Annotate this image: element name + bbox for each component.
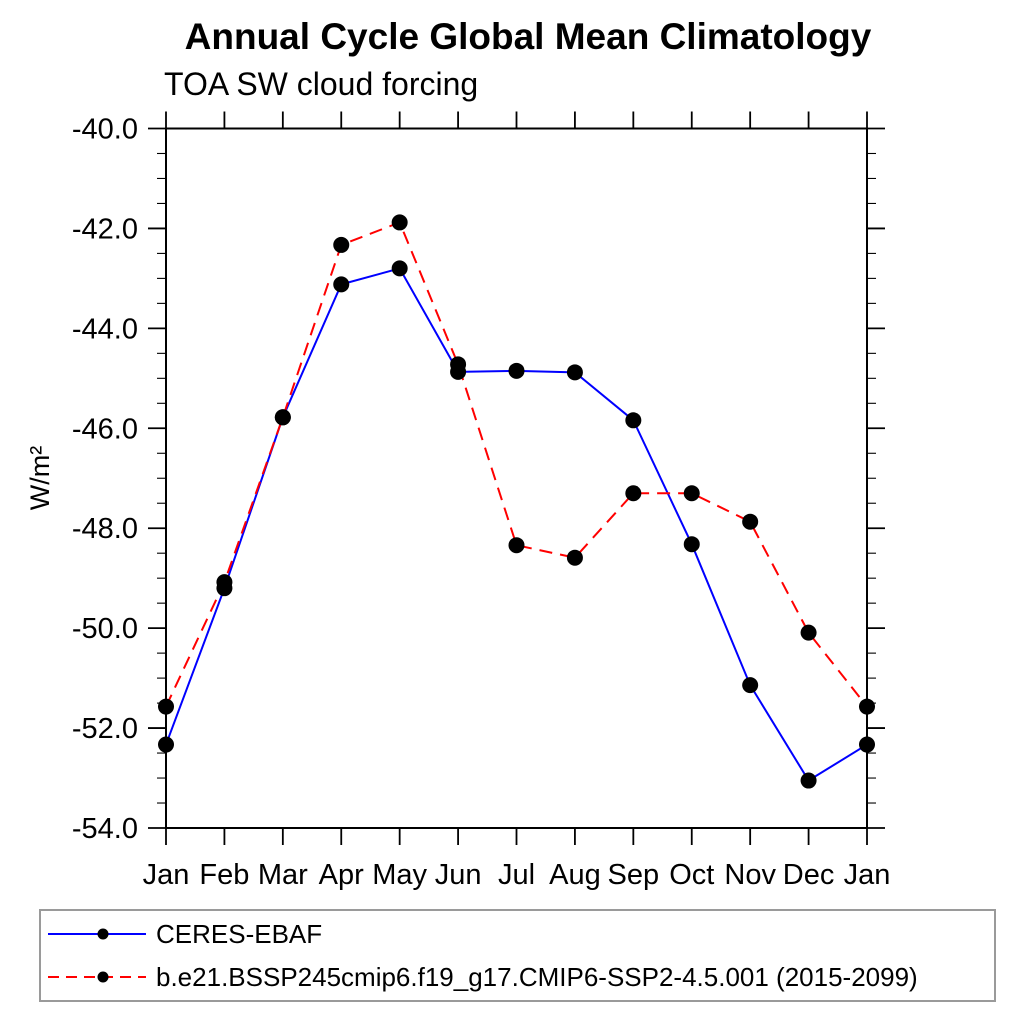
y-tick-label: -46.0	[72, 413, 138, 445]
x-tick-label: Dec	[783, 859, 835, 891]
x-tick-label: Sep	[608, 859, 660, 891]
legend-line-sample-model	[48, 971, 146, 983]
legend-item-obs: CERES-EBAF	[47, 918, 323, 949]
data-point-model	[333, 236, 350, 253]
data-point-model	[683, 485, 700, 502]
x-tick-label: Jun	[435, 859, 482, 891]
legend-sample-marker-dot	[97, 928, 109, 940]
data-point-model	[859, 698, 875, 715]
data-point-model	[625, 485, 642, 502]
data-point-ceres-ebaf	[742, 677, 759, 694]
data-point-model	[450, 356, 467, 373]
data-point-model	[742, 513, 759, 530]
legend-item-model: b.e21.BSSP245cmip6.f19_g17.CMIP6-SSP2-4.…	[47, 961, 918, 992]
data-point-ceres-ebaf	[508, 362, 525, 379]
data-point-model	[216, 574, 233, 591]
data-point-ceres-ebaf	[683, 536, 700, 553]
x-tick-label: Jan	[143, 859, 190, 891]
y-tick-label: -50.0	[72, 613, 138, 645]
plot-frame	[165, 127, 868, 829]
x-tick-label: May	[372, 859, 427, 891]
data-point-ceres-ebaf	[859, 736, 875, 753]
series-line-ceres-ebaf	[165, 267, 868, 782]
data-point-ceres-ebaf	[158, 736, 174, 753]
y-tick-label: -44.0	[72, 313, 138, 345]
y-tick-label: -52.0	[72, 713, 138, 745]
x-tick-label: Oct	[669, 859, 714, 891]
data-point-ceres-ebaf	[391, 260, 408, 277]
x-tick-label: Aug	[549, 859, 601, 891]
x-tick-label: Feb	[199, 859, 249, 891]
chart-canvas: -40.0 -42.0 -44.0 -46.0 -48.0 -50.0 -52.0 -54.0…	[72, 111, 891, 891]
x-tick-label: Nov	[724, 859, 776, 891]
series-line-model	[165, 221, 868, 708]
y-tick-label: -48.0	[72, 513, 138, 545]
legend: CERES-EBAF b.e21.BSSP245cmip6.f19_g17.CM…	[39, 909, 996, 1002]
data-point-ceres-ebaf	[333, 276, 350, 293]
legend-label-obs: CERES-EBAF	[156, 918, 323, 949]
y-tick-label: -42.0	[72, 213, 138, 245]
data-point-model	[391, 214, 408, 231]
data-point-ceres-ebaf	[625, 412, 642, 429]
x-tick-label: Mar	[258, 859, 308, 891]
data-point-model	[508, 537, 525, 554]
legend-sample-marker-dot	[97, 971, 109, 983]
chart-subtitle: TOA SW cloud forcing	[164, 66, 479, 102]
legend-line-sample-obs	[48, 928, 146, 940]
data-point-model	[800, 624, 817, 641]
x-tick-label: Jul	[498, 859, 535, 891]
chart-title: Annual Cycle Global Mean Climatology	[184, 16, 872, 57]
y-tick-label: -54.0	[72, 813, 138, 845]
x-tick-label: Jan	[844, 859, 891, 891]
data-point-model	[158, 698, 174, 715]
data-point-model	[566, 549, 583, 566]
data-point-model	[274, 409, 291, 426]
y-tick-label: -40.0	[72, 114, 138, 146]
legend-label-model: b.e21.BSSP245cmip6.f19_g17.CMIP6-SSP2-4.…	[156, 961, 918, 992]
x-tick-label: Apr	[319, 859, 364, 891]
data-point-ceres-ebaf	[566, 364, 583, 381]
data-point-ceres-ebaf	[800, 772, 817, 789]
